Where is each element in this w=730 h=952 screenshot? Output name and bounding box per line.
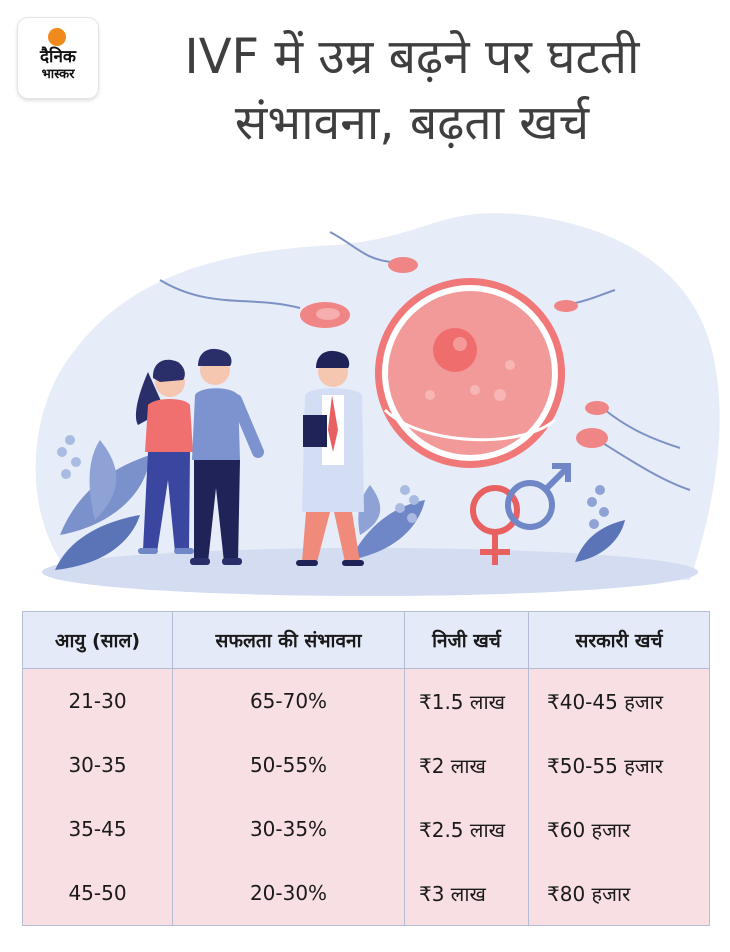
sun-icon	[48, 28, 66, 46]
cell-success: 30-35%	[172, 797, 405, 861]
page-title: IVF में उम्र बढ़ने पर घटती संभावना, बढ़त…	[184, 29, 640, 151]
table-row: 45-50 20-30% ₹3 लाख ₹80 हजार	[22, 861, 710, 926]
cell-success: 50-55%	[172, 733, 405, 797]
cell-age: 30-35	[22, 733, 173, 797]
ground-shadow	[42, 548, 698, 596]
sperm-cells	[159, 231, 691, 491]
table-row: 21-30 65-70% ₹1.5 लाख ₹40-45 हजार	[22, 668, 710, 733]
cell-govt-cost: ₹60 हजार	[528, 797, 710, 861]
ivf-cost-table: आयु (साल) सफलता की संभावना निजी खर्च सरक…	[22, 611, 710, 926]
cell-private-cost: ₹2 लाख	[404, 733, 529, 797]
cell-success: 20-30%	[172, 861, 405, 926]
header-age: आयु (साल)	[22, 611, 173, 669]
woman-figure	[135, 359, 194, 554]
table-row: 30-35 50-55% ₹2 लाख ₹50-55 हजार	[22, 733, 710, 797]
leaves-left	[55, 435, 150, 570]
table-header-row: आयु (साल) सफलता की संभावना निजी खर्च सरक…	[22, 611, 710, 669]
header-success: सफलता की संभावना	[172, 611, 405, 669]
cell-private-cost: ₹3 लाख	[404, 861, 529, 926]
cell-private-cost: ₹1.5 लाख	[404, 668, 529, 733]
egg-cell	[375, 278, 565, 468]
ivf-illustration	[35, 213, 720, 596]
cell-age: 21-30	[22, 668, 173, 733]
table-row: 35-45 30-35% ₹2.5 लाख ₹60 हजार	[22, 797, 710, 861]
cell-age: 35-45	[22, 797, 173, 861]
leaves-right	[350, 485, 625, 562]
dainik-bhaskar-logo: दैनिक भास्कर	[18, 18, 98, 98]
gender-symbols-icon	[470, 463, 571, 565]
cell-govt-cost: ₹50-55 हजार	[528, 733, 710, 797]
man-figure	[190, 348, 264, 565]
cell-govt-cost: ₹80 हजार	[528, 861, 710, 926]
logo-line-1: दैनिक	[40, 47, 76, 67]
logo-line-2: भास्कर	[41, 67, 75, 82]
header-govt-cost: सरकारी खर्च	[528, 611, 710, 669]
cell-private-cost: ₹2.5 लाख	[404, 797, 529, 861]
doctor-figure	[296, 350, 364, 566]
header-private-cost: निजी खर्च	[404, 611, 529, 669]
cell-govt-cost: ₹40-45 हजार	[528, 668, 710, 733]
cell-success: 65-70%	[172, 668, 405, 733]
cell-age: 45-50	[22, 861, 173, 926]
